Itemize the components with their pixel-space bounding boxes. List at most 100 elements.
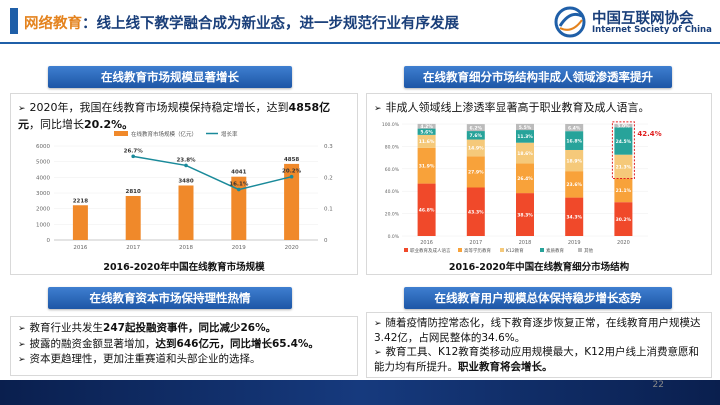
y-tick-label: 60.0%	[385, 167, 400, 173]
y-tick-label: 80.0%	[385, 144, 400, 150]
y-tick-label: 40.0%	[385, 189, 400, 195]
growth-rate-label: 16.1%	[229, 182, 249, 188]
segment-value-label: 6.4%	[568, 125, 581, 131]
market-size-chart: 在线教育市场规模（亿元） 增长率 0 1000 2000 3000 4000 5000 6000…	[36, 130, 333, 251]
segment-bar	[565, 124, 584, 132]
segment-bar	[466, 124, 485, 132]
growth-rate-point	[289, 174, 294, 179]
segment-bar	[516, 142, 534, 164]
segment-value-label: 43.3%	[468, 210, 484, 216]
y2-tick-label: 0.2	[324, 175, 333, 181]
segment-bar	[565, 171, 584, 198]
legend-swatch	[500, 248, 504, 252]
market-size-bold-2: 20.2%。	[84, 118, 134, 131]
segments-text: 非成人领域线上渗透率显著高于职业教育及成人语言。	[385, 101, 650, 114]
capital-bold-1: 247起投融资事件，同比减少26%。	[103, 322, 277, 334]
segment-bar	[614, 178, 633, 203]
arrow-icon: ➢	[374, 104, 382, 114]
segment-value-label: 23.6%	[566, 182, 582, 188]
y2-tick-label: 0.1	[324, 207, 333, 213]
segment-bar	[516, 193, 534, 236]
x-tick-label: 2016	[420, 240, 433, 246]
arrow-icon: ➢	[18, 324, 26, 334]
x-tick-label: 2019	[232, 245, 246, 251]
market-size-heading: 在线教育市场规模显著增长	[48, 66, 292, 88]
growth-rate-point	[131, 154, 135, 159]
arrow-icon: ➢	[18, 355, 26, 365]
segment-value-label: 5.5%	[519, 125, 532, 131]
market-bar	[125, 195, 141, 240]
growth-rate-point	[237, 187, 241, 192]
x-tick-label: 2019	[568, 240, 581, 246]
market-size-text-1: 2020年，我国在线教育市场规模保持稳定增长，达到	[29, 101, 289, 114]
users-text-1: 随着疫情防控常态化，线下教育逐步恢复正常，在线教育用户规模达3.42亿，占网民整…	[374, 317, 701, 344]
segment-value-label: 3.0%	[617, 123, 630, 129]
market-size-caption: 2016-2020年中国在线教育市场规模	[103, 262, 265, 273]
segment-bar	[417, 147, 436, 184]
header-divider	[0, 42, 720, 44]
x-tick-label: 2018	[179, 245, 193, 251]
growth-rate-label: 26.7%	[124, 148, 144, 154]
title-highlight: 网络教育	[24, 16, 82, 32]
segment-bar	[516, 123, 534, 131]
title-rest: ：线上线下教学融合成为新业态，进一步规范行业有序发展	[82, 16, 459, 32]
x-tick-label: 2020	[617, 240, 630, 246]
y-tick-label: 1000	[36, 222, 50, 228]
segment-bar	[614, 127, 633, 155]
market-size-panel	[10, 93, 358, 275]
bar-value-label: 2810	[126, 189, 141, 195]
y-tick-label: 20.0%	[385, 212, 400, 218]
title-accent-bar	[10, 8, 18, 34]
y-tick-label: 3000	[36, 191, 50, 197]
capital-panel	[10, 316, 358, 376]
bar-value-label: 2218	[73, 198, 88, 204]
market-size-bullet: ➢ 2020年，我国在线教育市场规模保持稳定增长，达到4858亿元，同比增长20.…	[18, 100, 348, 132]
y-tick-label: 0.0%	[388, 234, 400, 240]
segment-value-label: 34.3%	[566, 215, 582, 221]
capital-heading: 在线教育资本市场保持理性热情	[48, 287, 292, 309]
legend-swatch	[404, 248, 408, 252]
arrow-icon: ➢	[374, 319, 382, 329]
legend-label: 高等学历教育	[464, 247, 491, 254]
segments-chart: 0.0% 20.0% 40.0% 60.0% 80.0% 100.0% 46.8% 31.9%…	[382, 121, 662, 254]
page-number: 22	[652, 380, 664, 390]
logo-en: Internet Society of China	[592, 25, 712, 35]
segments-heading: 在线教育细分市场结构非成人领域渗透率提升	[404, 66, 672, 88]
legend-label: 职业教育及成人语言	[410, 247, 451, 254]
users-bold-2: 职业教育将会增长。	[458, 361, 553, 373]
segment-value-label: 5.6%	[420, 130, 433, 136]
bar-value-label: 4041	[231, 170, 246, 176]
segment-value-label: 16.8%	[566, 138, 582, 144]
users-text-2: 教育工具、K12教育类移动应用规模最大，K12用户线上消费意愿和能力均有所提升。	[374, 346, 700, 373]
segment-value-label: 38.3%	[517, 212, 533, 218]
segment-value-label: 7.6%	[470, 133, 483, 139]
segment-bar	[565, 197, 584, 236]
page-title: 网络教育：线上线下教学融合成为新业态，进一步规范行业有序发展	[24, 12, 459, 33]
capital-bullet-1: ➢ 教育行业共发生247起投融资事件，同比减少26%。	[18, 321, 354, 337]
growth-rate-point	[184, 163, 188, 168]
y2-tick-label: 0.3	[324, 144, 333, 150]
y-tick-label: 6000	[36, 144, 50, 150]
segment-bar	[417, 128, 436, 135]
segment-bar	[417, 123, 436, 129]
segment-value-label: 4.2%	[420, 124, 433, 130]
users-panel	[366, 312, 712, 378]
segment-value-label: 26.4%	[517, 176, 533, 182]
segment-value-label: 30.2%	[616, 217, 632, 223]
isc-logo: 中国互联网协会 Internet Society of China	[554, 6, 714, 38]
capital-bullets: ➢ 教育行业共发生247起投融资事件，同比减少26%。 ➢ 披露的融资金额显著增加，…	[18, 321, 354, 368]
segment-bar	[417, 134, 436, 148]
bar-value-label: 3480	[178, 178, 193, 184]
capital-bullet-2: ➢ 披露的融资金额显著增加，达到646亿元，同比增长65.4%。	[18, 337, 354, 353]
y-tick-label: 100.0%	[382, 122, 400, 128]
highlight-box	[611, 121, 635, 180]
y-tick-label: 0	[47, 238, 51, 244]
segment-bar	[614, 154, 633, 179]
segment-bar	[565, 131, 584, 150]
x-tick-label: 2017	[126, 245, 140, 251]
x-tick-label: 2018	[519, 240, 532, 246]
chart1-legend: 在线教育市场规模（亿元） 增长率	[114, 130, 238, 138]
chart2-legend: 职业教育及成人语言 高等学历教育 K12教育 素质教育 其他	[404, 247, 593, 254]
legend-bar-label: 在线教育市场规模（亿元）	[131, 130, 197, 138]
arrow-icon: ➢	[18, 104, 26, 114]
